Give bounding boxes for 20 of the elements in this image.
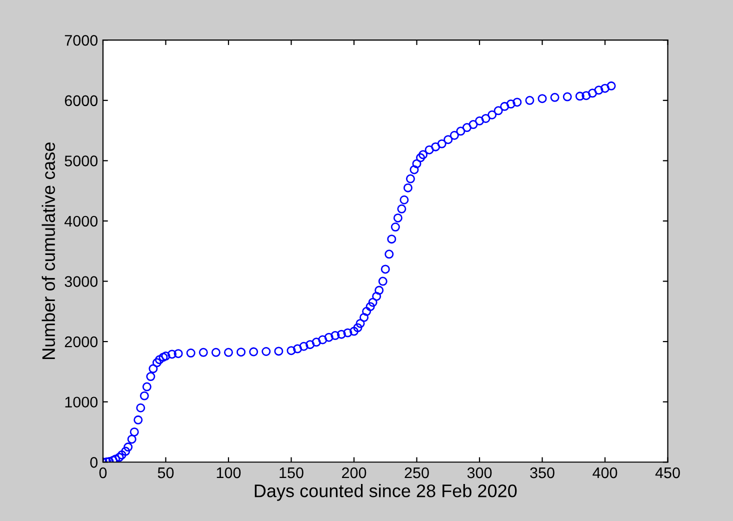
x-tick-label: 450: [655, 467, 680, 478]
x-tick-label: 300: [467, 467, 492, 478]
x-tick-label: 0: [99, 467, 107, 478]
x-tick-label: 50: [158, 467, 174, 478]
x-tick-label: 200: [342, 467, 366, 478]
x-axis-title: Days counted since 28 Feb 2020: [254, 484, 517, 501]
x-tick-label: 400: [592, 467, 618, 478]
x-tick-label: 350: [530, 467, 554, 478]
y-tick-label: 3000: [64, 276, 98, 287]
x-tick-label: 250: [404, 467, 429, 478]
y-tick-label: 4000: [64, 216, 98, 227]
y-tick-label: 2000: [64, 336, 98, 348]
y-tick-label: 5000: [64, 156, 98, 166]
y-tick-label: 1000: [65, 396, 98, 408]
y-tick-label: 0: [90, 456, 98, 468]
y-axis-title: Number of cumulative case: [42, 142, 56, 360]
y-tick-label: 7000: [64, 34, 98, 46]
y-tick-label: 6000: [64, 95, 98, 106]
x-tick-label: 100: [216, 467, 241, 478]
x-tick-label: 150: [280, 467, 304, 478]
